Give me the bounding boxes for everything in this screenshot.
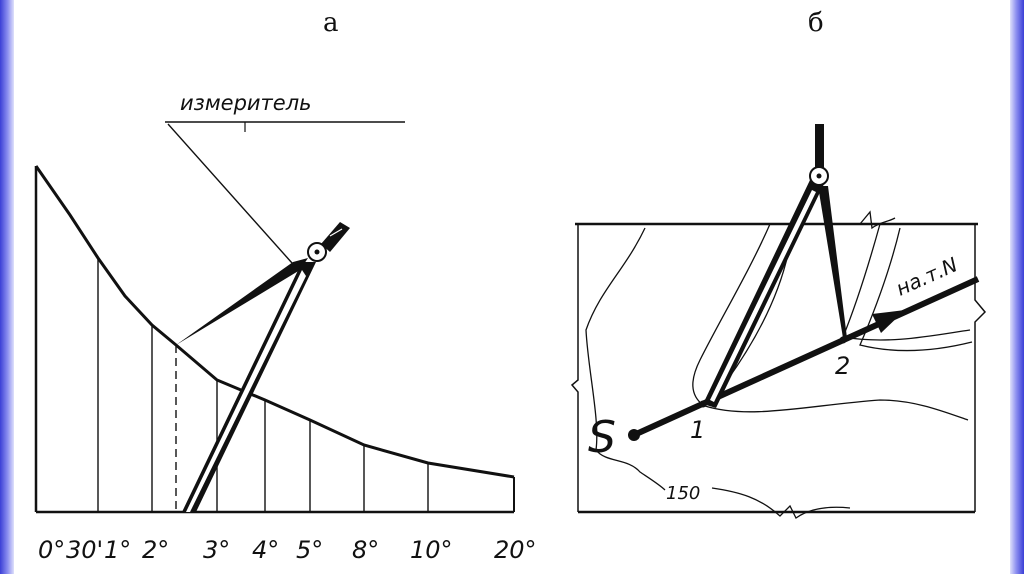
tick-label: 5°: [296, 536, 323, 564]
tick-label: 0°: [38, 536, 65, 564]
contour-label: 150: [666, 483, 700, 504]
slide-border-right: [1010, 0, 1024, 574]
tick-label: 4°: [252, 536, 279, 564]
dividers-icon: [176, 222, 350, 512]
instrument-label: измеритель: [180, 91, 312, 115]
panel-a: [34, 121, 515, 514]
scale-tick-labels: 0° 30' 1° 2° 3° 4° 5° 8° 10° 20°: [38, 536, 537, 564]
tick-label: 3°: [203, 536, 230, 564]
contour-line: [859, 227, 973, 352]
contour-line: [692, 223, 771, 406]
map-right-edge: [974, 224, 987, 512]
panel-b-label: б: [808, 8, 824, 38]
point-s-label: S: [588, 412, 616, 463]
slide-border-left: [0, 0, 14, 574]
point-s-marker: [628, 429, 640, 441]
tick-label: 20°: [494, 536, 537, 564]
arrowhead-icon: [872, 310, 905, 333]
contour-line: [585, 227, 666, 491]
dividers-icon: [703, 124, 847, 408]
label-leader: [167, 123, 293, 264]
point-2-label: 2: [835, 352, 850, 380]
panel-a-label: а: [323, 8, 339, 38]
contour-line: [859, 210, 896, 230]
tick-label: 2°: [142, 536, 169, 564]
scale-curve: [34, 165, 515, 479]
point-2-marker: [839, 336, 847, 344]
map-left-edge: [570, 224, 579, 512]
point-1-label: 1: [690, 416, 705, 444]
tick-label: 10°: [410, 536, 453, 564]
tick-label: 1°: [104, 536, 131, 564]
contour-line: [704, 399, 969, 421]
contour-line-150: [711, 487, 851, 519]
tick-label: 8°: [352, 536, 379, 564]
bearing-line: [632, 276, 980, 438]
panel-b: [570, 124, 987, 519]
tick-label: 30': [66, 536, 103, 564]
